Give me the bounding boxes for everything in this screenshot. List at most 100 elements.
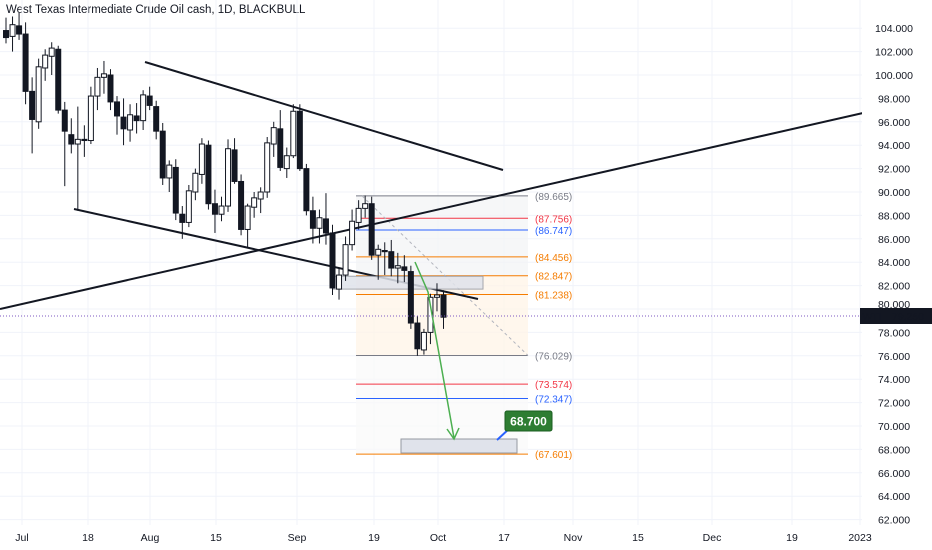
price-tick-label: 94.000 bbox=[878, 140, 910, 152]
candle-body bbox=[140, 94, 147, 122]
overlay-layer: 68.700 bbox=[0, 261, 862, 454]
candle-body bbox=[120, 116, 127, 130]
candle-body bbox=[433, 294, 440, 298]
candle-body bbox=[270, 127, 277, 145]
candle-body bbox=[336, 274, 343, 290]
candle-body bbox=[440, 294, 447, 318]
price-badge-label: 79.250 bbox=[892, 311, 924, 323]
candle-body bbox=[381, 250, 388, 253]
price-tick-label: 66.000 bbox=[878, 468, 910, 480]
candle-body bbox=[303, 168, 310, 212]
time-tick-label: Oct bbox=[430, 532, 446, 544]
time-tick-label: 19 bbox=[786, 532, 798, 544]
time-tick-label: Jul bbox=[15, 532, 28, 544]
candle-body bbox=[3, 30, 9, 39]
candle-body bbox=[309, 210, 316, 229]
price-tick-label: 102.000 bbox=[875, 47, 913, 59]
candle-body bbox=[81, 138, 88, 142]
candle-body bbox=[87, 95, 94, 142]
candle-body bbox=[153, 106, 160, 132]
candle-body bbox=[231, 149, 238, 182]
fib-level-label: (81.238) bbox=[535, 291, 572, 302]
price-tick-label: 72.000 bbox=[878, 398, 910, 410]
candle-body bbox=[9, 24, 16, 37]
candle-body bbox=[172, 166, 179, 214]
symbol-badge-label: WTI bbox=[862, 311, 881, 323]
time-tick-label: 15 bbox=[210, 532, 222, 544]
fib-trend-line bbox=[361, 195, 529, 356]
candle-body bbox=[401, 266, 408, 271]
time-tick-label: 17 bbox=[498, 532, 510, 544]
price-tick-label: 74.000 bbox=[878, 374, 910, 386]
price-tick-label: 100.000 bbox=[875, 70, 913, 82]
price-tick-label: 82.000 bbox=[878, 281, 910, 293]
symbol-badge bbox=[860, 308, 884, 324]
candles-layer bbox=[3, 12, 447, 356]
candle-body bbox=[179, 213, 186, 223]
candle-body bbox=[185, 190, 192, 223]
price-tick-label: 70.000 bbox=[878, 421, 910, 433]
candle-body bbox=[427, 296, 434, 333]
candle-body bbox=[100, 73, 107, 78]
channel-top-line bbox=[144, 61, 504, 171]
time-tick-label: 18 bbox=[82, 532, 94, 544]
candle-body bbox=[394, 265, 401, 269]
candle-body bbox=[42, 54, 49, 69]
candle-body bbox=[192, 172, 199, 193]
candle-body bbox=[127, 114, 134, 131]
candle-body bbox=[407, 271, 414, 324]
fib-level-label: (87.756) bbox=[535, 214, 572, 225]
candle-body bbox=[159, 130, 166, 179]
candle-body bbox=[225, 148, 232, 207]
fib-level-label: (86.747) bbox=[535, 226, 572, 237]
candle-body bbox=[349, 220, 356, 246]
candle-body bbox=[238, 180, 245, 230]
candle-body bbox=[290, 110, 297, 157]
price-tick-label: 62.000 bbox=[878, 515, 910, 527]
time-tick-label: Sep bbox=[288, 532, 307, 544]
candle-body bbox=[55, 48, 62, 111]
candle-body bbox=[74, 138, 81, 145]
candle-body bbox=[283, 155, 290, 170]
candle-body bbox=[68, 134, 75, 145]
trendlines-layer bbox=[0, 61, 886, 310]
price-tick-label: 84.000 bbox=[878, 257, 910, 269]
candle-body bbox=[29, 90, 36, 120]
candle-body bbox=[375, 248, 382, 256]
price-tick-label: 80.000 bbox=[878, 299, 910, 311]
price-axis-bg bbox=[862, 0, 932, 550]
candle-body bbox=[166, 164, 173, 179]
projection-arrow bbox=[414, 261, 455, 439]
candle-body bbox=[218, 205, 225, 215]
candle-body bbox=[146, 95, 153, 106]
candle-body bbox=[211, 203, 218, 215]
candle-body bbox=[107, 74, 114, 103]
candle-body bbox=[251, 197, 258, 208]
candle-body bbox=[205, 144, 212, 205]
candle-body bbox=[355, 207, 362, 223]
candle-body bbox=[94, 76, 101, 97]
fib-level-label: (76.029) bbox=[535, 351, 572, 362]
arrowhead bbox=[446, 427, 460, 441]
candle-body bbox=[316, 217, 323, 229]
price-tick-label: 96.000 bbox=[878, 117, 910, 129]
candle-body bbox=[48, 47, 55, 57]
price-tick-label: 78.000 bbox=[878, 327, 910, 339]
candle-body bbox=[368, 203, 375, 256]
price-tick-label: 98.000 bbox=[878, 93, 910, 105]
candle-body bbox=[35, 66, 42, 123]
time-tick-label: 2023 bbox=[848, 532, 872, 544]
price-tick-label: 76.000 bbox=[878, 351, 910, 363]
candle-body bbox=[61, 109, 68, 132]
candle-body bbox=[277, 128, 284, 168]
target-label-box bbox=[504, 410, 553, 432]
candle-body bbox=[362, 203, 369, 209]
time-tick-label: Aug bbox=[141, 532, 160, 544]
candle-body bbox=[420, 331, 427, 351]
fib-level-label: (73.574) bbox=[535, 380, 572, 391]
price-badge bbox=[884, 308, 932, 324]
time-tick-label: 15 bbox=[632, 532, 644, 544]
price-tick-label: 86.000 bbox=[878, 234, 910, 246]
